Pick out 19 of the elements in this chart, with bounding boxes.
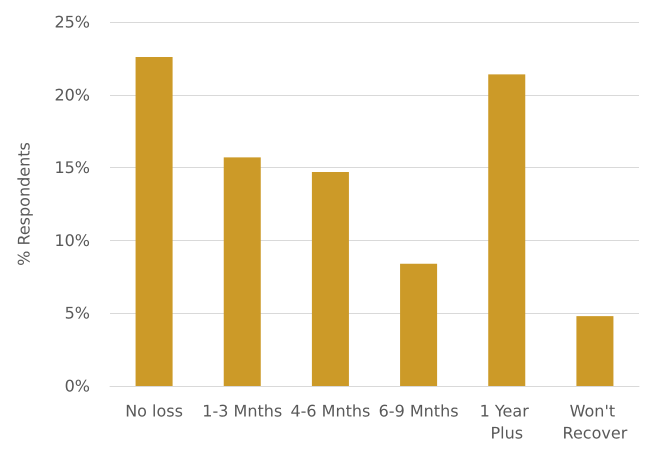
bar [136, 56, 173, 386]
x-tick-label: Won't Recover [562, 402, 628, 442]
y-tick-label: 5% [64, 304, 90, 323]
y-tick-label: 0% [64, 376, 90, 396]
y-tick-label: 15% [54, 158, 90, 178]
x-tick-label: 1-3 Mnths [202, 402, 282, 420]
y-axis-title: % Respondents [14, 142, 34, 266]
bar [488, 74, 526, 386]
y-tick-label: 25% [54, 12, 90, 32]
y-tick-label: 10% [54, 230, 90, 250]
bar [312, 172, 349, 386]
x-tick-label: No loss [125, 402, 183, 420]
x-tick-label: 1 Year Plus [480, 402, 534, 442]
bar [576, 316, 614, 386]
x-tick-label: 4-6 Mnths [290, 402, 370, 420]
bar [224, 157, 261, 386]
x-tick-label: 6-9 Mnths [378, 402, 459, 420]
y-tick-label: 20% [54, 85, 90, 104]
bar [400, 264, 438, 386]
